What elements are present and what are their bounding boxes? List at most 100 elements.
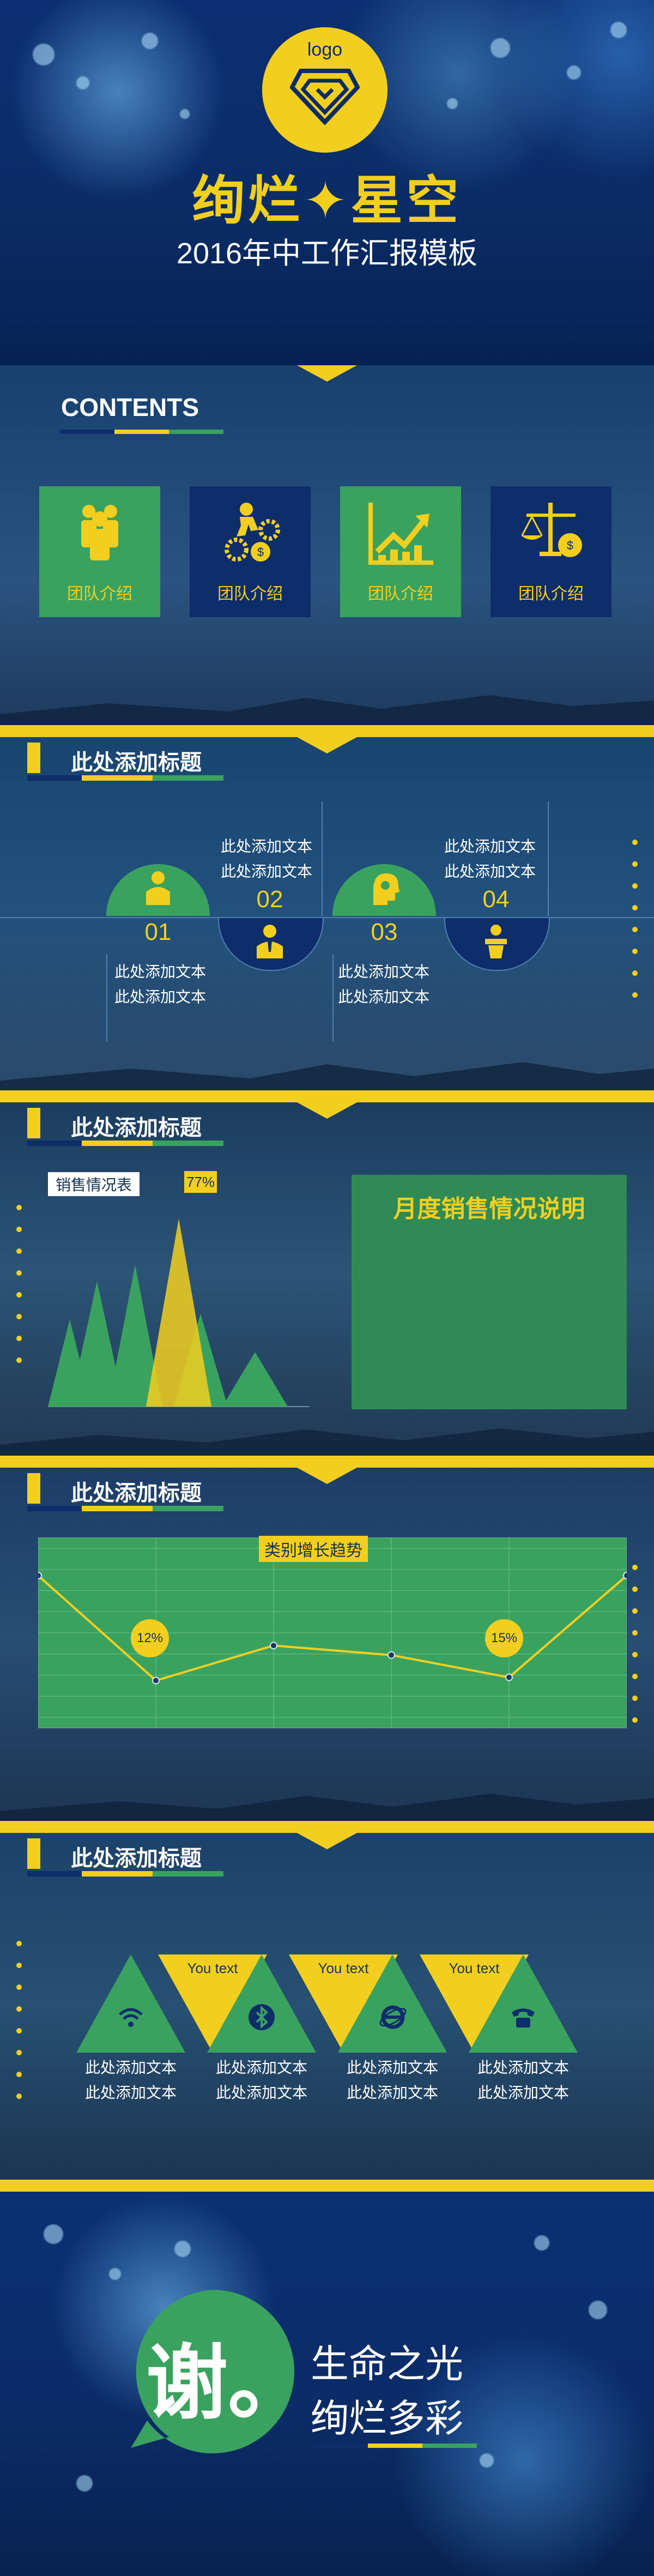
section-title: 此处添加标题	[71, 1847, 202, 1871]
decor-dot	[16, 1314, 22, 1319]
sales-section: 此处添加标题 销售情况表 77% 月度销售情况说明	[0, 1090, 654, 1456]
top-notch	[297, 365, 357, 382]
contents-card-3[interactable]: 团队介绍	[340, 486, 461, 617]
mountain-silhouette	[0, 1428, 654, 1456]
triangle-text: 此处添加文本	[215, 2084, 307, 2101]
underline-navy	[60, 430, 114, 434]
timeline-text: 此处添加文本	[338, 963, 430, 980]
bokeh-light	[610, 22, 627, 38]
contents-card-2[interactable]: $ 团队介绍	[190, 486, 311, 617]
logo-text: logo	[307, 39, 343, 60]
chart-grid	[38, 1537, 627, 1728]
sales-description-box: 月度销售情况说明	[352, 1175, 627, 1409]
header-accent	[27, 743, 40, 773]
contents-title: CONTENTS	[61, 393, 199, 421]
underline-green	[169, 430, 223, 434]
decor-dot	[632, 1674, 638, 1679]
triangle-text: 此处添加文本	[215, 2059, 307, 2076]
yellow-bar	[0, 725, 654, 737]
underline-green	[153, 1506, 223, 1511]
decor-dot	[632, 861, 638, 867]
bokeh-light	[589, 2301, 607, 2319]
underline-navy	[27, 775, 82, 781]
bokeh-light	[447, 98, 458, 109]
underline-green	[153, 1141, 223, 1146]
sales-badge: 77%	[184, 1171, 217, 1193]
trend-point	[505, 1673, 513, 1681]
bokeh-light	[567, 65, 581, 80]
logo-circle: logo	[262, 27, 387, 153]
section-title: 此处添加标题	[71, 1116, 202, 1140]
telephone-icon	[512, 2008, 535, 2028]
underline-yellow	[82, 1141, 153, 1146]
timeline-text: 此处添加文本	[114, 963, 207, 980]
ending-line-2: 绚烂多彩	[311, 2397, 463, 2440]
trend-title: 类别增长趋势	[259, 1536, 368, 1562]
decor-dot	[16, 1963, 22, 1968]
sales-label: 销售情况表	[48, 1172, 140, 1196]
contents-section: CONTENTS 团队介绍 $ 团队介绍 团队介绍	[0, 365, 654, 725]
trend-line	[38, 1572, 627, 1685]
decor-dot	[16, 2028, 22, 2034]
decor-dot	[16, 2094, 22, 2099]
decor-dot	[16, 1941, 22, 1946]
trend-point	[38, 1572, 42, 1579]
timeline-num-1: 01	[144, 919, 172, 945]
timeline-text: 此处添加文本	[221, 838, 313, 855]
section-notch	[297, 737, 357, 753]
timeline-text: 此处添加文本	[338, 988, 430, 1005]
balance-scale-icon: $	[521, 503, 582, 557]
team-icon	[81, 505, 118, 560]
decor-dot	[16, 1984, 22, 1990]
contents-card-1[interactable]: 团队介绍	[39, 486, 160, 617]
timeline-connector	[548, 801, 549, 916]
speech-bubble	[131, 2290, 294, 2453]
decor-dot	[632, 1717, 638, 1723]
underline-green	[153, 1871, 223, 1877]
decor-dot	[632, 1586, 638, 1592]
triangle-text: 此处添加文本	[477, 2059, 569, 2076]
section-notch	[297, 1468, 357, 1484]
bokeh-light	[33, 44, 55, 65]
section-notch	[297, 1833, 357, 1849]
sales-box-title: 月度销售情况说明	[393, 1196, 585, 1222]
decor-dot	[632, 1565, 638, 1570]
section-notch	[297, 1102, 357, 1119]
bokeh-light	[142, 33, 158, 49]
mountain-silhouette	[0, 1062, 654, 1090]
idea-head-icon	[373, 873, 399, 905]
header-accent	[27, 1108, 40, 1138]
decor-dot	[632, 970, 638, 976]
timeline-section: 此处添加标题 01 此处添加文本 此处添加文本 02 此处添加文本 此处添加文本…	[0, 725, 654, 1090]
trend-point	[270, 1642, 277, 1650]
decor-dot	[632, 1696, 638, 1701]
bokeh-light	[491, 38, 510, 58]
bokeh-light	[480, 2453, 494, 2468]
timeline-text: 此处添加文本	[114, 988, 207, 1005]
decor-dot	[632, 949, 638, 954]
timeline-connector	[322, 801, 323, 916]
decor-dot	[632, 883, 638, 889]
bokeh-light	[534, 2235, 549, 2251]
wifi-icon	[119, 2008, 143, 2027]
sales-triangle-chart	[48, 1218, 310, 1407]
mountain-silhouette	[0, 695, 654, 725]
underline-yellow	[114, 430, 169, 434]
contents-card-4[interactable]: $ 团队介绍	[491, 486, 611, 617]
you-text: You text	[318, 1960, 369, 1976]
header-accent	[27, 1838, 40, 1869]
decor-dot	[632, 1608, 638, 1614]
diamond-icon	[290, 69, 360, 125]
trend-point	[152, 1676, 160, 1685]
bokeh-light	[180, 109, 190, 119]
hero-subtitle: 2016年中工作汇报模板	[176, 237, 478, 270]
trend-series-line	[38, 1574, 627, 1682]
decor-dot	[632, 992, 638, 998]
bokeh-light	[44, 2224, 63, 2244]
ending-section: 谢。 生命之光 绚烂多彩	[0, 2192, 654, 2576]
trend-point	[387, 1651, 395, 1659]
trend-badge-2: 15%	[485, 1619, 523, 1657]
ie-browser-icon	[379, 2005, 407, 2029]
underline-green	[422, 2444, 477, 2448]
trend-section: 此处添加标题 类别增长趋势 12% 15%	[0, 1456, 654, 1821]
